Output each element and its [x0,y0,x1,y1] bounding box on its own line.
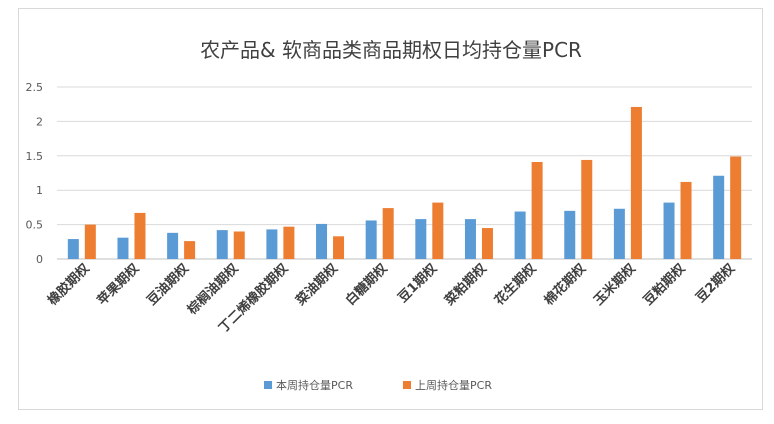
legend-swatch [264,381,272,389]
chart-frame: 农产品& 软商品类商品期权日均持仓量PCR 0 0.5 1 1.5 2 2.5 橡胶期权苹… [18,8,763,410]
bar-this-week [564,210,576,259]
x-tick-label: 豆2期权 [693,260,739,306]
y-tick-label: 0.5 [26,219,44,232]
bar-last-week [432,202,444,259]
bar-last-week [680,181,692,259]
chart-title: 农产品& 软商品类商品期权日均持仓量PCR [200,38,582,62]
bar-last-week [581,159,593,259]
bar-this-week [117,237,129,259]
bars [67,106,742,260]
bar-last-week [84,224,96,259]
bar-this-week [216,230,228,259]
x-tick-label: 豆1期权 [395,260,441,306]
bar-this-week [365,220,377,259]
y-tick-label: 0 [36,253,43,266]
bar-this-week [713,175,725,259]
x-tick-label: 豆油期权 [144,260,193,309]
legend-swatch [403,381,411,389]
bar-last-week [134,212,146,259]
bar-this-week [67,239,79,259]
legend: 本周持仓量PCR 上周持仓量PCR [264,378,492,392]
bar-last-week [630,106,642,260]
bar-chart: 农产品& 软商品类商品期权日均持仓量PCR 0 0.5 1 1.5 2 2.5 橡胶期权苹… [26,38,752,392]
legend-label: 上周持仓量PCR [415,378,492,392]
bar-this-week [266,229,278,259]
bar-this-week [514,211,526,259]
gridlines [57,86,752,260]
y-tick-label: 2 [36,115,43,128]
bar-this-week [167,232,179,259]
x-tick-label: 花生期权 [491,260,540,309]
x-tick-label: 棉花期权 [541,260,590,309]
legend-label: 本周持仓量PCR [276,378,353,392]
y-axis-tick-labels: 0 0.5 1 1.5 2 2.5 [26,81,44,266]
bar-last-week [184,241,196,259]
x-tick-label: 白糖期权 [342,260,391,309]
y-tick-label: 1.5 [26,150,44,163]
x-tick-label: 苹果期权 [94,260,143,309]
x-tick-label: 玉米期权 [591,260,640,309]
x-tick-label: 橡胶期权 [45,260,94,309]
bar-this-week [316,223,328,259]
x-tick-label: 菜粕期权 [441,260,490,309]
x-tick-label: 豆粕期权 [640,260,689,309]
bar-last-week [382,208,394,259]
bar-last-week [531,161,543,259]
bar-this-week [613,208,625,259]
x-tick-label: 菜油期权 [292,260,341,309]
bar-this-week [464,219,476,259]
bar-last-week [233,231,245,259]
bar-last-week [333,236,345,259]
y-tick-label: 2.5 [26,81,44,94]
bar-last-week [481,228,493,259]
y-tick-label: 1 [36,184,43,197]
bar-last-week [730,156,742,259]
bar-last-week [283,226,295,259]
bar-this-week [415,219,427,259]
bar-this-week [663,202,675,259]
